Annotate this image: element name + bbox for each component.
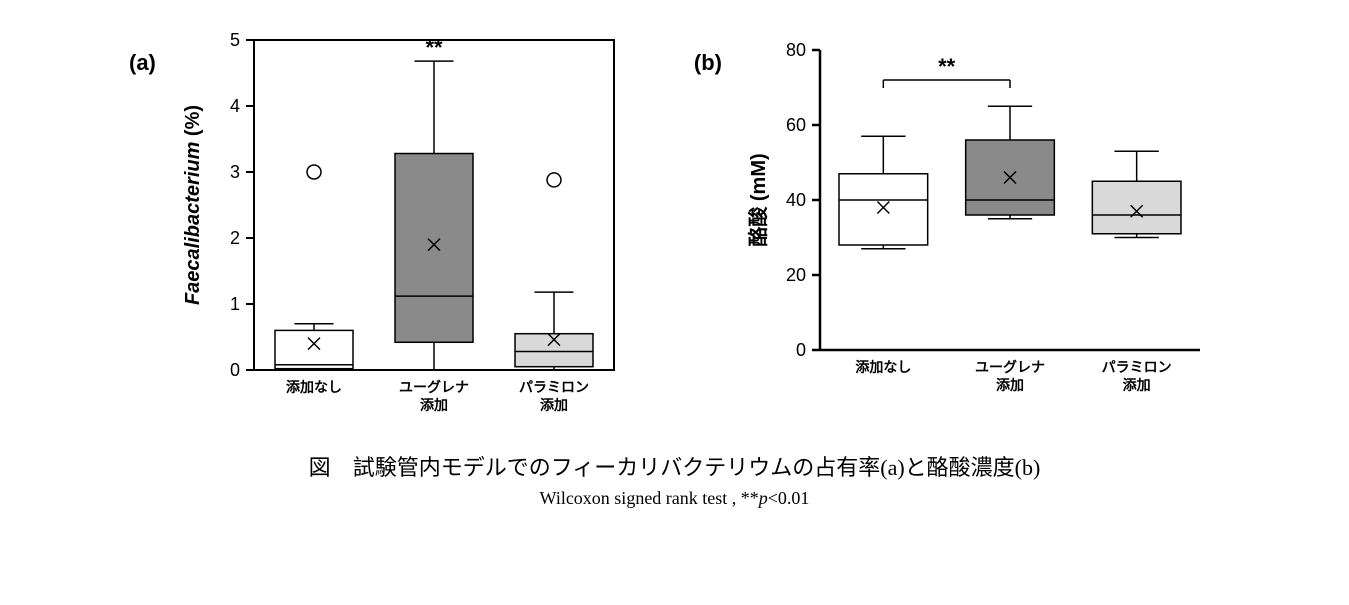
caption-prefix: 図 — [309, 455, 331, 480]
panel-a: (a) 0 1 2 3 4 5 Faecalibacterium (%) 添加なし ユーグレナ添… — [129, 20, 634, 430]
svg-text:0: 0 — [230, 360, 240, 380]
svg-text:ユーグレナ: ユーグレナ — [975, 359, 1045, 375]
svg-text:パラミロン: パラミロン — [1102, 359, 1172, 375]
svg-text:1: 1 — [230, 294, 240, 314]
svg-text:80: 80 — [786, 40, 806, 60]
svg-text:4: 4 — [230, 96, 240, 116]
caption-sub: Wilcoxon signed rank test , **p<0.01 — [30, 488, 1319, 509]
svg-text:添加: 添加 — [1123, 377, 1151, 393]
svg-text:ユーグレナ: ユーグレナ — [399, 379, 469, 395]
caption-main: 図 試験管内モデルでのフィーカリバクテリウムの占有率(a)と酪酸濃度(b) — [30, 450, 1319, 482]
caption-text: 試験管内モデルでのフィーカリバクテリウムの占有率(a)と酪酸濃度(b) — [353, 455, 1041, 480]
caption-tail: <0.01 — [768, 488, 810, 508]
svg-text:**: ** — [938, 54, 956, 79]
svg-text:5: 5 — [230, 30, 240, 50]
caption-block: 図 試験管内モデルでのフィーカリバクテリウムの占有率(a)と酪酸濃度(b) Wi… — [30, 450, 1319, 509]
figure-row: (a) 012345Faecalibacterium (%)添加なしユーグレナ添… — [30, 20, 1319, 430]
panel-b: (b) 0 20 40 60 80 酪酸 (mM) 添加なし ユーグレナ添加 パラミロン添加 ** — [694, 20, 1220, 410]
svg-text:添加なし: 添加なし — [286, 379, 342, 395]
svg-text:酪酸 (mM): 酪酸 (mM) — [746, 153, 770, 246]
svg-text:40: 40 — [786, 190, 806, 210]
svg-text:Faecalibacterium (%): Faecalibacterium (%) — [182, 105, 204, 305]
svg-text:添加: 添加 — [540, 397, 568, 413]
svg-text:**: ** — [425, 35, 443, 60]
svg-text:60: 60 — [786, 115, 806, 135]
caption-test: Wilcoxon signed rank test , ** — [540, 488, 759, 508]
svg-text:添加: 添加 — [420, 397, 448, 413]
svg-text:添加: 添加 — [996, 377, 1024, 393]
chart-b-svg: 0 20 40 60 80 酪酸 (mM) 添加なし ユーグレナ添加 パラミロン添加 ** — [730, 20, 1220, 410]
caption-p: p — [759, 488, 768, 508]
svg-text:添加なし: 添加なし — [855, 359, 911, 375]
svg-text:0: 0 — [796, 340, 806, 360]
chart-a-svg: 0 1 2 3 4 5 Faecalibacterium (%) 添加なし ユーグレナ添加 パラミ… — [164, 20, 634, 430]
svg-text:3: 3 — [230, 162, 240, 182]
svg-text:パラミロン: パラミロン — [519, 379, 589, 395]
svg-text:20: 20 — [786, 265, 806, 285]
panel-a-label: (a) — [129, 50, 156, 76]
svg-text:2: 2 — [230, 228, 240, 248]
panel-b-label: (b) — [694, 50, 722, 76]
